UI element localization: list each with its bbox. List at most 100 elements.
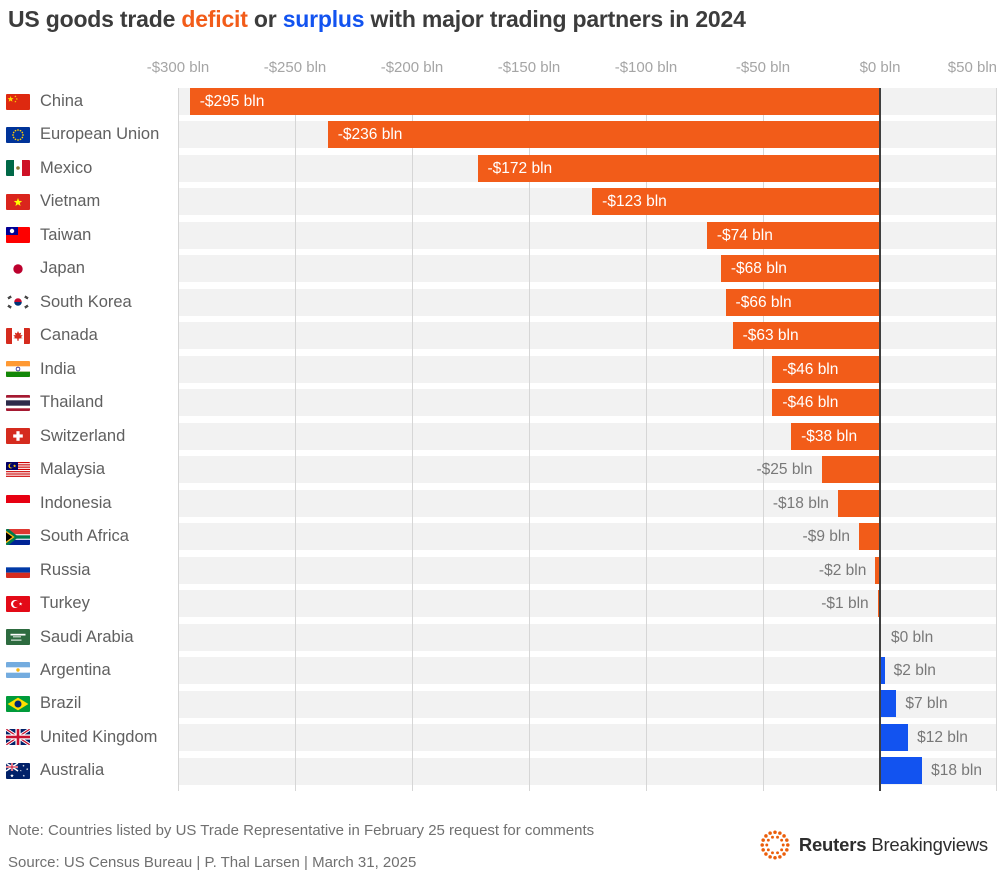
deficit-bar xyxy=(875,556,880,584)
bar-value-label: -$295 bln xyxy=(199,93,265,110)
bar-value-label: $18 bln xyxy=(931,762,982,780)
deficit-bar xyxy=(720,255,880,283)
gridline xyxy=(529,88,530,791)
title-text-3: with major trading partners in 2024 xyxy=(364,6,746,32)
row-stripe xyxy=(178,724,997,752)
row-band: -$295 bln xyxy=(178,88,997,115)
country-label: United Kingdom xyxy=(40,727,158,746)
row-band: -$46 bln xyxy=(178,355,997,383)
row-band: -$68 bln xyxy=(178,255,997,283)
title-surplus-word: surplus xyxy=(282,6,365,32)
chart-rows: China -$295 bln European Union -$236 bln Mex… xyxy=(0,88,997,791)
surplus-bar xyxy=(880,757,923,785)
deficit-bar xyxy=(837,489,880,517)
country-cell: India xyxy=(0,356,178,383)
table-row: Japan -$68 bln xyxy=(0,255,997,288)
table-row: South Korea -$66 bln xyxy=(0,288,997,322)
deficit-bar xyxy=(877,590,880,618)
country-cell: United Kingdom xyxy=(0,724,178,751)
country-label: Indonesia xyxy=(40,493,112,512)
row-band: -$2 bln xyxy=(178,556,997,584)
flag-au-icon xyxy=(6,762,30,779)
table-row: Switzerland -$38 bln xyxy=(0,422,997,456)
deficit-bar xyxy=(821,456,880,484)
row-band: -$18 bln xyxy=(178,489,997,517)
country-label: Japan xyxy=(40,259,85,278)
country-label: Russia xyxy=(40,560,91,579)
country-cell: South Africa xyxy=(0,523,178,550)
country-cell: Argentina xyxy=(0,657,178,684)
deficit-bar xyxy=(477,154,880,182)
table-row: China -$295 bln xyxy=(0,88,997,121)
country-label: South Korea xyxy=(40,292,132,311)
country-cell: Indonesia xyxy=(0,490,178,517)
logo-breakingviews-text: Breakingviews xyxy=(871,834,988,855)
row-stripe xyxy=(178,623,997,651)
gridline xyxy=(646,88,647,791)
row-stripe xyxy=(178,690,997,718)
bar-value-label: -$66 bln xyxy=(735,293,792,311)
table-row: South Africa -$9 bln xyxy=(0,523,997,556)
flag-sa-icon xyxy=(6,629,30,645)
gridline xyxy=(763,88,764,791)
flag-ar-icon xyxy=(6,662,30,679)
deficit-bar xyxy=(858,523,880,551)
reuters-logo: Reuters Breakingviews xyxy=(759,828,988,862)
flag-gb-icon xyxy=(6,729,30,746)
country-cell: Taiwan xyxy=(0,222,178,249)
country-label: South Africa xyxy=(40,527,129,546)
country-label: India xyxy=(40,359,76,378)
deficit-bar xyxy=(772,355,880,383)
row-band: -$38 bln xyxy=(178,422,997,450)
bar-value-label: -$46 bln xyxy=(782,394,839,412)
table-row: Vietnam -$123 bln xyxy=(0,188,997,221)
flag-za-icon xyxy=(6,528,30,545)
zero-line xyxy=(879,88,881,791)
table-row: United Kingdom $12 bln xyxy=(0,723,997,757)
bar-value-label: $7 bln xyxy=(905,695,948,713)
country-cell: South Korea xyxy=(0,289,178,316)
flag-eu-icon xyxy=(6,126,30,143)
country-cell: Turkey xyxy=(0,590,178,617)
country-label: China xyxy=(40,92,84,110)
country-cell: Russia xyxy=(0,557,178,584)
country-label: Brazil xyxy=(40,694,82,713)
table-row: Taiwan -$74 bln xyxy=(0,221,997,255)
country-label: European Union xyxy=(40,125,160,144)
bar-value-label: -$46 bln xyxy=(782,360,839,378)
row-band: -$25 bln xyxy=(178,456,997,484)
note-text: Note: Countries listed by US Trade Repre… xyxy=(8,822,595,839)
flag-vn-icon xyxy=(6,193,30,210)
table-row: Canada -$63 bln xyxy=(0,322,997,355)
bar-value-label: -$18 bln xyxy=(772,494,829,512)
country-label: Taiwan xyxy=(40,225,92,244)
deficit-bar xyxy=(732,322,880,350)
row-band: -$236 bln xyxy=(178,121,997,149)
table-row: India -$46 bln xyxy=(0,355,997,389)
table-row: Brazil $7 bln xyxy=(0,690,997,723)
row-band: -$123 bln xyxy=(178,188,997,216)
x-axis-tick-label: -$250 bln xyxy=(263,59,327,76)
country-label: Turkey xyxy=(40,594,90,613)
country-label: Vietnam xyxy=(40,192,101,211)
flag-in-icon xyxy=(6,361,30,378)
country-cell: Brazil xyxy=(0,690,178,717)
flag-tw-icon xyxy=(6,227,30,244)
logo-reuters-text: Reuters xyxy=(798,834,867,855)
flag-tr-icon xyxy=(6,595,30,612)
row-band: $18 bln xyxy=(178,757,997,785)
bar-value-label: -$25 bln xyxy=(756,461,813,479)
row-stripe xyxy=(178,757,997,785)
country-label: Australia xyxy=(40,761,105,780)
flag-cn-icon xyxy=(6,93,30,110)
country-cell: Canada xyxy=(0,322,178,349)
deficit-bar xyxy=(706,221,880,249)
bar-value-label: -$38 bln xyxy=(801,427,858,445)
country-label: Mexico xyxy=(40,158,93,177)
source-text: Source: US Census Bureau | P. Thal Larse… xyxy=(8,854,417,871)
gridline xyxy=(412,88,413,791)
table-row: Argentina $2 bln xyxy=(0,656,997,690)
row-stripe xyxy=(178,657,997,685)
plot-area: China -$295 bln European Union -$236 bln Mex… xyxy=(6,88,997,791)
